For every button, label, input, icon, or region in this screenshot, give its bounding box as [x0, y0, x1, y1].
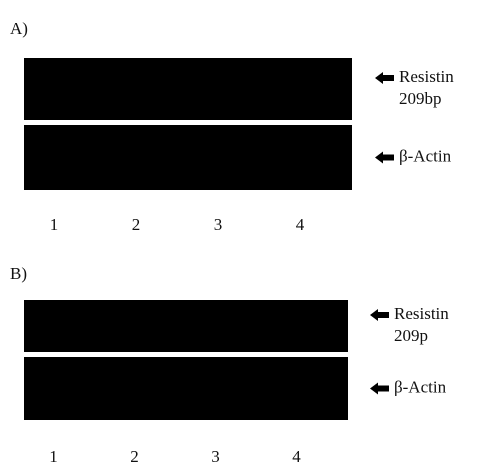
- lane-number: 1: [49, 447, 58, 464]
- lane-number: 3: [211, 447, 220, 464]
- band-label: β-Actin: [394, 377, 447, 396]
- gel-band: [24, 300, 348, 352]
- panel-label: A): [10, 19, 28, 38]
- arrow: [375, 72, 394, 84]
- lane-number: 1: [50, 215, 59, 234]
- band-label: Resistin: [394, 304, 449, 323]
- band-label: β-Actin: [399, 146, 452, 165]
- figure: A) Resistin 209bp β-Actin 1 2 3 4 B) Resistin 209p…: [0, 0, 481, 464]
- lane-number: 4: [292, 447, 301, 464]
- panel-label: B): [10, 264, 27, 283]
- arrow: [370, 383, 389, 395]
- lane-number: 4: [296, 215, 305, 234]
- arrow: [375, 152, 394, 164]
- band-label: Resistin: [399, 67, 454, 86]
- lane-number: 3: [214, 215, 223, 234]
- band-label: 209p: [394, 326, 428, 345]
- gel-band: [24, 357, 348, 420]
- lane-number: 2: [132, 215, 141, 234]
- band-label: 209bp: [399, 89, 442, 108]
- gel-band: [24, 58, 352, 120]
- gel-band: [24, 125, 352, 190]
- lane-number: 2: [130, 447, 139, 464]
- arrow: [370, 309, 389, 321]
